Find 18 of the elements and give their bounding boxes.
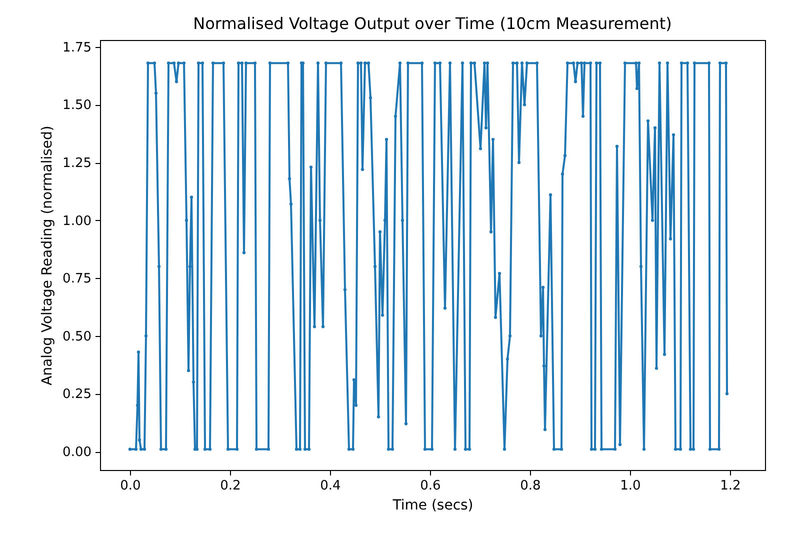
y-tick-label: 0.75 [62, 272, 92, 287]
y-axis-title: Analog Voltage Reading (normalised) [40, 126, 56, 386]
x-axis-title: Time (secs) [392, 498, 474, 514]
y-tick-label: 0.25 [62, 387, 92, 402]
y-tick-label: 1.00 [62, 214, 92, 229]
x-tick-label: 1.0 [620, 478, 641, 494]
x-tick-label: 1.2 [720, 478, 741, 494]
x-tick-label: 0.2 [220, 478, 241, 494]
x-tick-label: 0.4 [320, 478, 341, 494]
x-tick-label: 0.6 [420, 478, 441, 494]
x-tick-label: 0.8 [520, 478, 541, 494]
y-tick-label: 0.50 [62, 329, 92, 344]
y-tick-label: 1.75 [62, 40, 92, 56]
x-tick-label: 0.0 [120, 478, 141, 494]
y-tick-label: 1.25 [62, 156, 92, 172]
y-tick-label: 1.50 [62, 98, 92, 114]
chart-title: Normalised Voltage Output over Time (10cm Measurement) [193, 14, 672, 33]
y-tick-label: 0.00 [62, 445, 92, 460]
